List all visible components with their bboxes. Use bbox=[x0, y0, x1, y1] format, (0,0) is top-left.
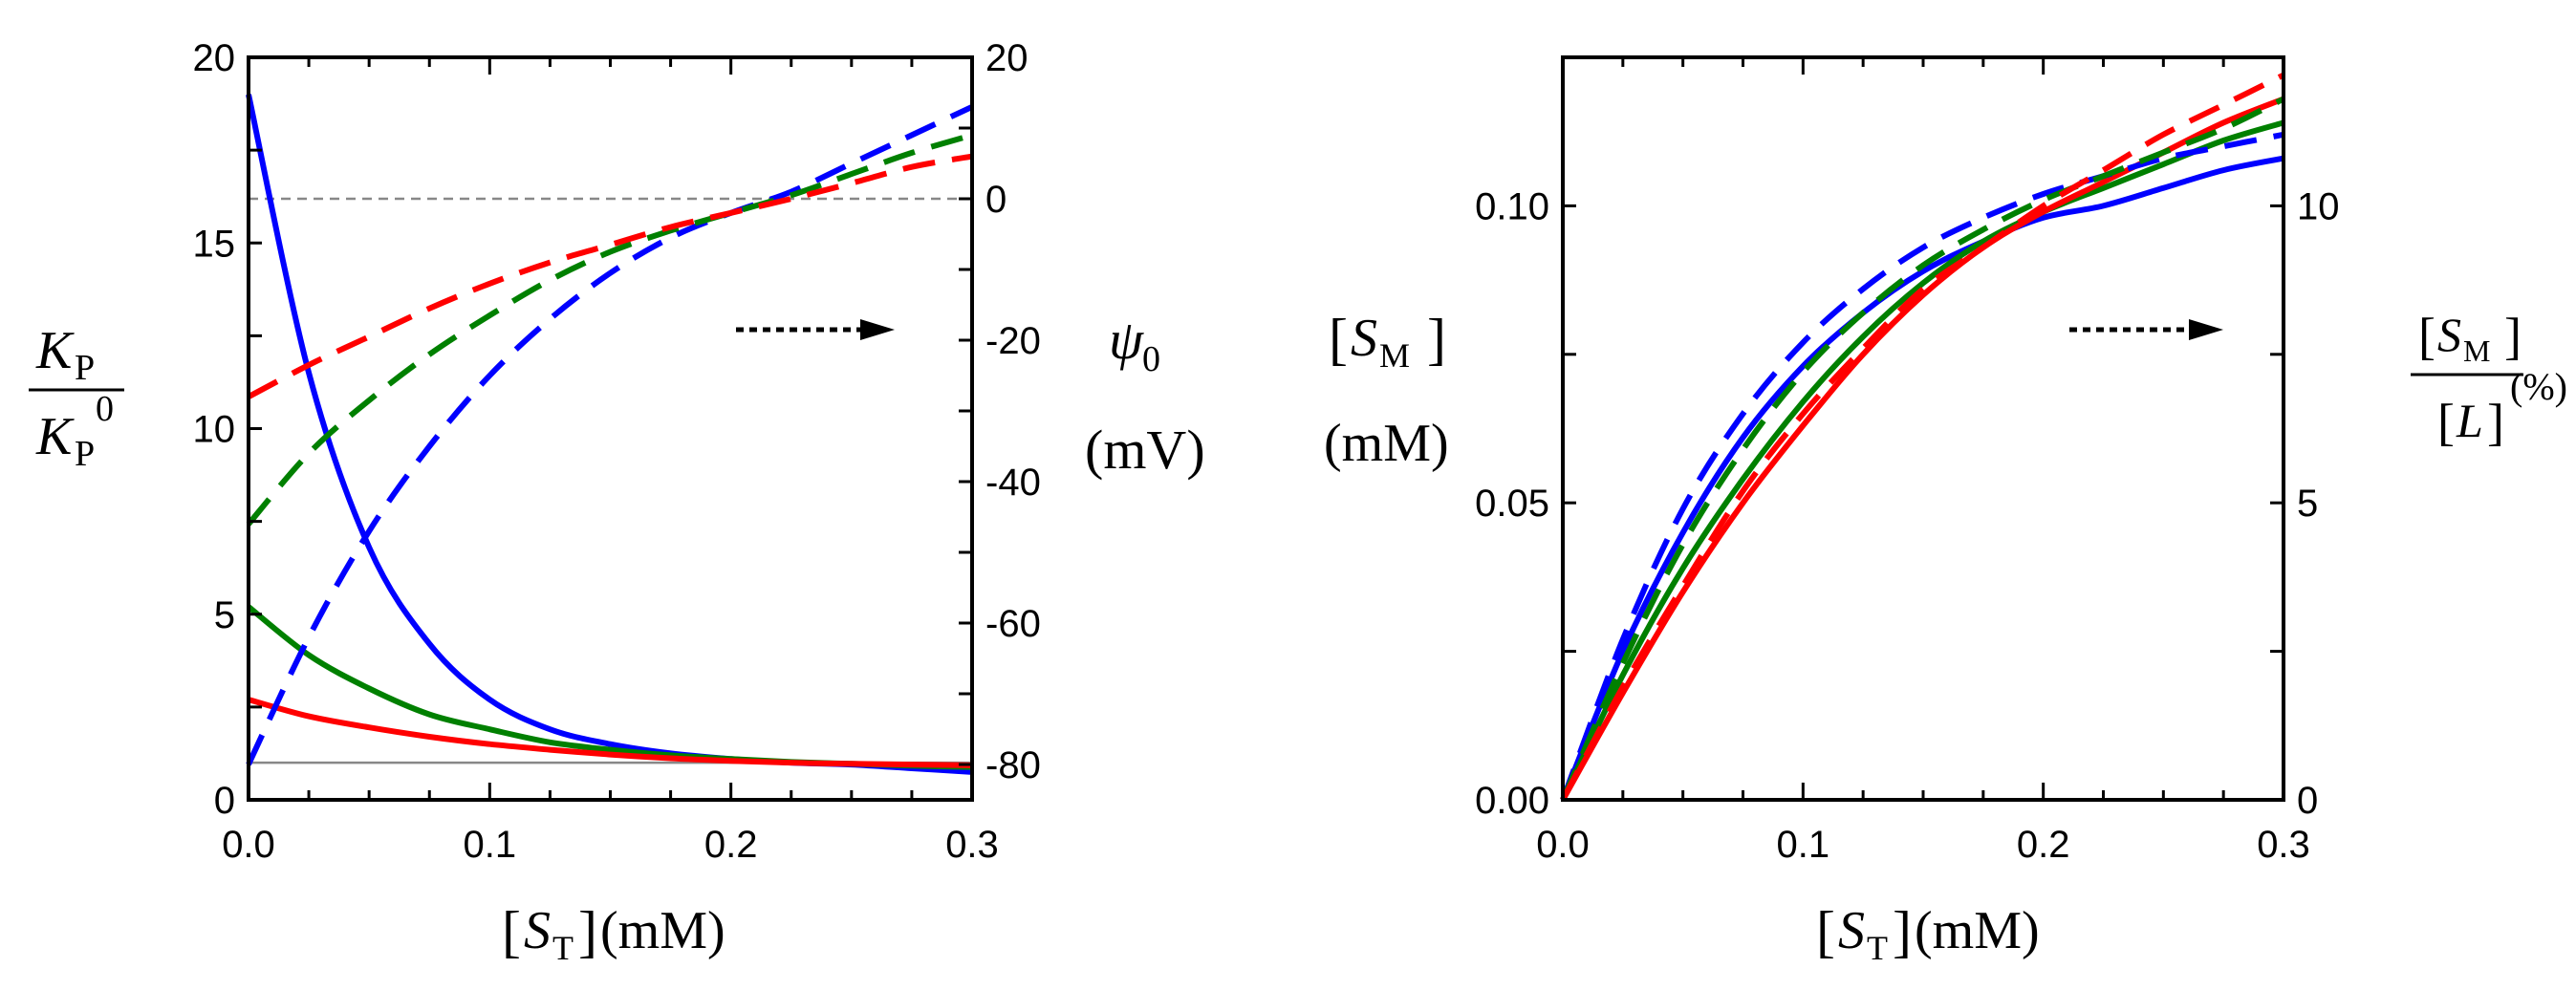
y2-label-den-close: ] bbox=[2487, 394, 2504, 451]
y2-label-unit: (%) bbox=[2510, 365, 2567, 408]
x-tick-label: 0.3 bbox=[2257, 824, 2310, 866]
solid-series-line bbox=[1560, 119, 2284, 802]
x-tick-label: 0.3 bbox=[945, 824, 999, 866]
tick-labels: 0.0 0.1 0.2 0.3 0 5 10 15 20 -80 -60 -40 -20 0 20 bbox=[193, 37, 1041, 866]
right-chart: 0.0 0.1 0.2 0.3 0.00 0.05 0.10 0 5 10 [ S M ] (mM… bbox=[1324, 55, 2567, 967]
tick-marks bbox=[247, 55, 974, 802]
y-tick-label: 20 bbox=[193, 37, 236, 79]
left-chart: 0.0 0.1 0.2 0.3 0 5 10 15 20 -80 -60 -40 -20 0 20 K P … bbox=[29, 37, 1205, 967]
y-axis-label: K P K P 0 bbox=[29, 321, 124, 474]
arrow-head bbox=[860, 319, 895, 340]
y-label-symbol: S bbox=[1351, 309, 1377, 368]
x-tick-label: 0.0 bbox=[222, 824, 275, 866]
y2-tick-label: -60 bbox=[985, 603, 1041, 645]
y-tick-label: 0.05 bbox=[1475, 483, 1549, 525]
y-label-den-sup: 0 bbox=[96, 389, 114, 429]
y-label-close: ] bbox=[1427, 308, 1446, 371]
y-label-num-sub: P bbox=[75, 348, 95, 388]
y2-tick-label: 5 bbox=[2297, 483, 2318, 525]
y2-label-symbol: ψ bbox=[1109, 309, 1144, 371]
x-label-symbol: S bbox=[524, 901, 551, 960]
solid-series-line bbox=[1560, 96, 2285, 802]
y2-label-num-open: [ bbox=[2418, 308, 2435, 365]
dashed-series-line bbox=[1560, 131, 2284, 802]
y2-label-unit: (mV) bbox=[1085, 419, 1205, 481]
x-axis-label: [ S T ] (mM) bbox=[502, 900, 725, 967]
y-label-open: [ bbox=[1329, 308, 1348, 371]
y2-label-den: L bbox=[2456, 394, 2483, 447]
y2-tick-label: 0 bbox=[2297, 780, 2318, 822]
x-tick-label: 0.2 bbox=[2017, 824, 2070, 866]
x-label-sub: T bbox=[1867, 929, 1888, 967]
dashed-series-line bbox=[247, 153, 973, 399]
solid-series-line bbox=[248, 697, 973, 768]
x-label-close: ] bbox=[1893, 900, 1912, 963]
y2-label-num: S bbox=[2437, 308, 2461, 361]
tick-labels: 0.0 0.1 0.2 0.3 0.00 0.05 0.10 0 5 10 bbox=[1475, 185, 2339, 866]
series-lines bbox=[1560, 72, 2285, 802]
y-tick-label: 0 bbox=[214, 780, 235, 822]
series-lines bbox=[246, 94, 974, 775]
y2-tick-label: 0 bbox=[985, 179, 1007, 221]
x-label-unit: (mM) bbox=[1915, 901, 2040, 960]
plot-frame bbox=[1561, 55, 2285, 802]
x-label-unit: (mM) bbox=[600, 901, 725, 960]
arrow-right-icon bbox=[736, 319, 895, 340]
y-label-den-sub: P bbox=[75, 434, 95, 474]
y2-axis-label: ψ 0 (mV) bbox=[1085, 309, 1205, 481]
y-tick-label: 0.00 bbox=[1475, 780, 1549, 822]
x-label-symbol: S bbox=[1838, 901, 1865, 960]
arrow-right-icon bbox=[2069, 319, 2223, 340]
y-tick-label: 10 bbox=[193, 409, 236, 451]
y2-tick-label: 10 bbox=[2297, 185, 2340, 227]
solid-series-line bbox=[246, 94, 973, 775]
x-tick-label: 0.0 bbox=[1536, 824, 1590, 866]
y2-tick-label: 20 bbox=[985, 37, 1028, 79]
solid-series-line bbox=[1560, 155, 2284, 802]
x-tick-label: 0.1 bbox=[464, 824, 517, 866]
y-tick-label: 15 bbox=[193, 223, 236, 265]
y-tick-label: 0.10 bbox=[1475, 185, 1549, 227]
y-label-unit: (mM) bbox=[1324, 414, 1449, 473]
y2-axis-label: [ S M ] [ L ] (%) bbox=[2411, 308, 2567, 451]
reference-lines bbox=[249, 197, 972, 764]
dashed-series-line bbox=[246, 132, 973, 527]
x-axis-label: [ S T ] (mM) bbox=[1816, 900, 2040, 967]
y-label-sub: M bbox=[1379, 336, 1410, 375]
y2-label-sub: 0 bbox=[1142, 339, 1160, 379]
dashed-series-line bbox=[1560, 96, 2285, 802]
y-tick-label: 5 bbox=[214, 594, 235, 636]
y2-label-num-sub: M bbox=[2463, 334, 2490, 368]
x-label-close: ] bbox=[578, 900, 597, 963]
tick-marks bbox=[1561, 55, 2285, 802]
y2-tick-label: -80 bbox=[985, 744, 1041, 786]
y2-tick-label: -20 bbox=[985, 320, 1041, 362]
x-tick-label: 0.1 bbox=[1777, 824, 1830, 866]
y2-tick-label: -40 bbox=[985, 462, 1041, 504]
y-label-num: K bbox=[35, 321, 75, 380]
x-label-open: [ bbox=[502, 900, 521, 963]
dashed-series-line bbox=[246, 104, 974, 766]
y2-label-num-close: ] bbox=[2504, 308, 2522, 365]
y2-label-den-open: [ bbox=[2437, 394, 2455, 451]
x-tick-label: 0.2 bbox=[704, 824, 758, 866]
x-label-open: [ bbox=[1816, 900, 1835, 963]
arrow-head bbox=[2189, 319, 2223, 340]
y-label-den: K bbox=[35, 407, 75, 466]
dashed-series-line bbox=[1560, 72, 2285, 802]
y-axis-label: [ S M ] (mM) bbox=[1324, 308, 1449, 473]
x-label-sub: T bbox=[552, 929, 574, 967]
